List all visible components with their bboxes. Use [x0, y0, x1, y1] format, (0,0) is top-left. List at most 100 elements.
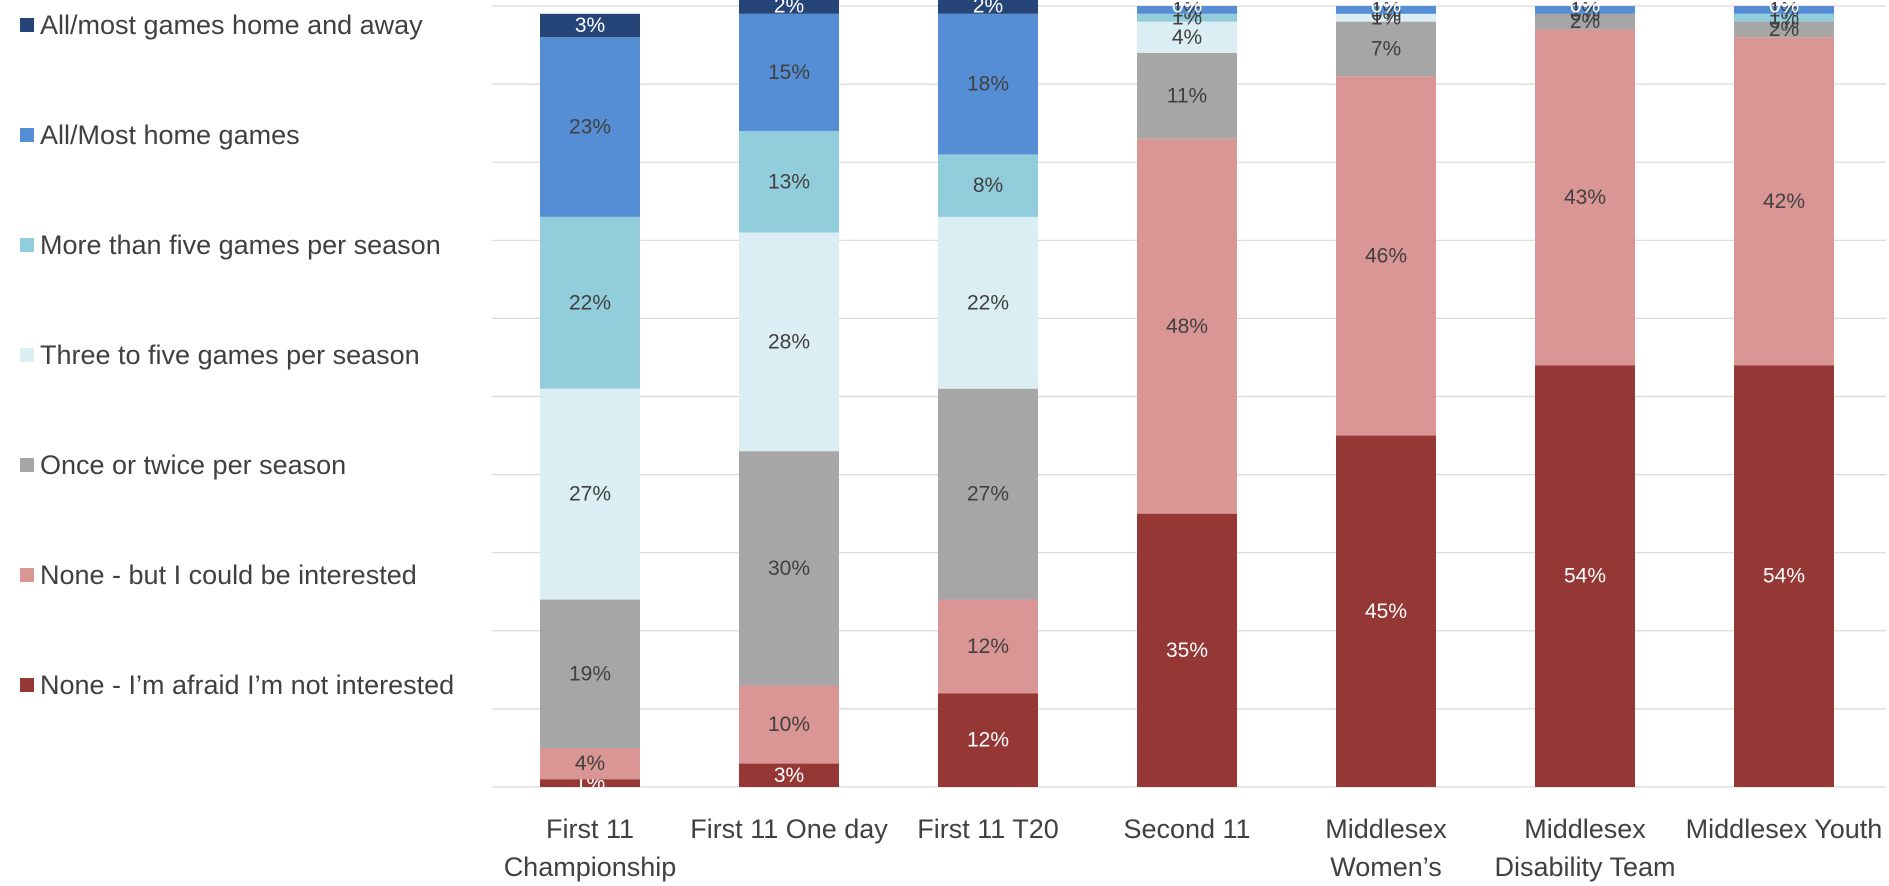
bar-segment — [540, 13, 640, 38]
data-label: 2% — [973, 0, 1003, 18]
bar-segment — [540, 747, 640, 780]
bar-segment — [938, 216, 1038, 389]
bar-segment — [1535, 365, 1635, 787]
legend-swatch — [20, 238, 34, 252]
legend-label: Once or twice per season — [40, 450, 347, 480]
bar-segment — [938, 693, 1038, 787]
bar-segment — [938, 13, 1038, 155]
data-label: 12% — [967, 635, 1009, 658]
data-label: 23% — [569, 116, 611, 139]
x-tick-label: First 11 Championship — [503, 814, 677, 882]
bar-segment — [739, 0, 839, 14]
data-label: 12% — [967, 729, 1009, 752]
x-tick-label: Middlesex Youth — [1685, 814, 1883, 844]
bar-segment — [1734, 13, 1834, 22]
bar-segment — [739, 451, 839, 686]
bar-segment — [1336, 76, 1436, 436]
bar-segment — [1137, 13, 1237, 22]
data-label: 0% — [1371, 0, 1401, 18]
x-tick-label: Middlesex Disability Team — [1494, 814, 1676, 882]
data-label: 2% — [774, 0, 804, 18]
legend-label: All/Most home games — [40, 120, 300, 150]
data-label: 8% — [973, 174, 1003, 197]
data-label: 15% — [768, 61, 810, 84]
bar-segment — [1137, 21, 1237, 53]
data-label: 43% — [1564, 186, 1606, 209]
data-label: 13% — [768, 170, 810, 193]
legend-swatch — [20, 348, 34, 362]
bar-segment — [1336, 435, 1436, 787]
bar-segment — [1336, 21, 1436, 77]
data-label: 1% — [1172, 0, 1202, 21]
data-label: 35% — [1166, 639, 1208, 662]
data-label: 0% — [1172, 0, 1202, 18]
data-label: 7% — [1371, 38, 1401, 61]
bar-segment — [1336, 13, 1436, 22]
bar-segment — [938, 599, 1038, 694]
data-label: 28% — [768, 330, 810, 353]
bar-segment — [739, 232, 839, 452]
x-tick-label: First 11 T20 — [917, 814, 1059, 844]
legend-entry: None - I’m afraid I’m not interested — [20, 666, 460, 704]
data-label: 48% — [1166, 315, 1208, 338]
bar-segment — [938, 388, 1038, 600]
data-label: 4% — [575, 752, 605, 775]
legend-entry: All/most games home and away — [20, 6, 460, 44]
data-label: 18% — [967, 73, 1009, 96]
data-label: 0% — [1570, 0, 1600, 18]
bar-segment — [938, 154, 1038, 217]
legend-swatch — [20, 568, 34, 582]
data-label: 27% — [967, 483, 1009, 506]
legend-entry: None - but I could be interested — [20, 556, 460, 594]
legend-label: Three to five games per season — [40, 340, 420, 370]
data-label: 1% — [1769, 0, 1799, 21]
bar-segment — [540, 779, 640, 787]
x-tick-label: First 11 One day — [690, 814, 888, 844]
bar-segment — [1734, 6, 1834, 14]
bar-segment — [739, 130, 839, 233]
bar-segment — [540, 599, 640, 748]
data-label: 1% — [1371, 0, 1401, 21]
data-label: 2% — [1570, 10, 1600, 33]
data-label: 3% — [774, 764, 804, 787]
legend-entry: All/Most home games — [20, 116, 460, 154]
bar-segment — [739, 763, 839, 787]
bar-segment — [1137, 6, 1237, 14]
data-label: 42% — [1763, 190, 1805, 213]
data-label: 22% — [967, 291, 1009, 314]
bar-segment — [1137, 513, 1237, 787]
legend-swatch — [20, 128, 34, 142]
data-label: 1% — [1570, 0, 1600, 21]
data-label: 19% — [569, 662, 611, 685]
data-label: 0% — [1769, 0, 1799, 18]
data-label: 22% — [569, 291, 611, 314]
legend-entry: Once or twice per season — [20, 446, 460, 484]
data-label: 54% — [1763, 565, 1805, 588]
data-label: 4% — [1172, 26, 1202, 49]
data-label: 30% — [768, 557, 810, 580]
bar-segment — [540, 37, 640, 217]
bar-segment — [1734, 21, 1834, 38]
data-label: 10% — [768, 713, 810, 736]
bar-segment — [1535, 29, 1635, 366]
data-label: 11% — [1167, 84, 1207, 107]
legend-swatch — [20, 18, 34, 32]
data-label: 3% — [575, 14, 605, 37]
legend-swatch — [20, 678, 34, 692]
bar-segment — [938, 0, 1038, 14]
bar-segment — [1734, 365, 1834, 787]
bar-segment — [540, 388, 640, 600]
bar-segment — [1336, 6, 1436, 14]
bar-segment — [1137, 52, 1237, 139]
legend-label: None - but I could be interested — [40, 560, 417, 590]
legend-label: All/most games home and away — [40, 10, 423, 40]
bar-segment — [540, 216, 640, 389]
x-tick-label: Second 11 — [1123, 814, 1251, 844]
data-label: 54% — [1564, 565, 1606, 588]
bar-segment — [739, 13, 839, 131]
data-label: 45% — [1365, 600, 1407, 623]
data-label: 46% — [1365, 244, 1407, 267]
legend-label: None - I’m afraid I’m not interested — [40, 670, 455, 700]
